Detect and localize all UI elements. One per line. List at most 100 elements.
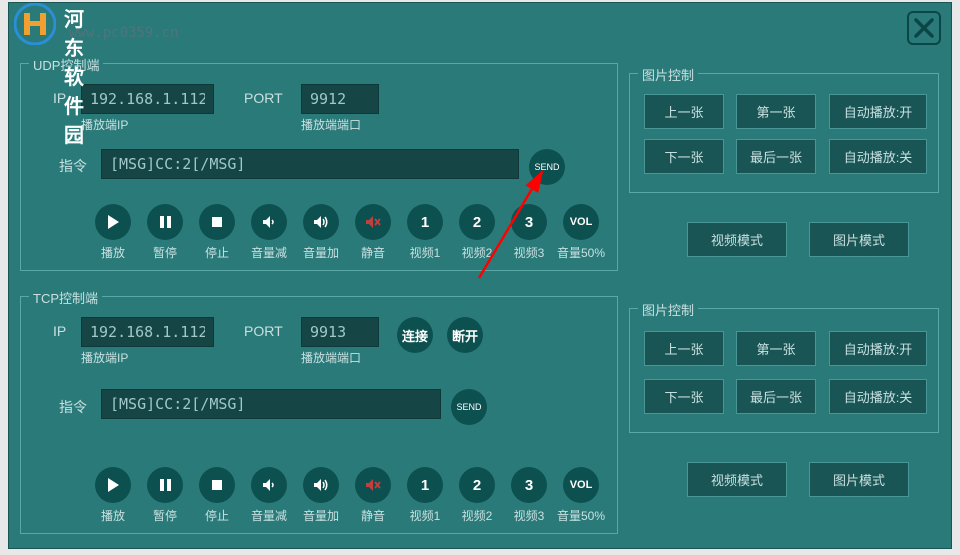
tcp-vol50-label: 音量50% [555, 507, 607, 524]
tcp-ip-input[interactable] [81, 317, 214, 347]
volume-down-icon [261, 477, 277, 493]
udp-video2-label: 视频2 [451, 244, 503, 261]
tcp-volup-button[interactable] [303, 467, 339, 503]
tcp-send-button[interactable]: SEND [451, 389, 487, 425]
tcp-stop-button[interactable] [199, 467, 235, 503]
mute-icon [365, 214, 381, 230]
tcp-volup-label: 音量加 [295, 507, 347, 524]
udp-video3-button[interactable]: 3 [511, 204, 547, 240]
tcp-first-image-button[interactable]: 第一张 [736, 331, 816, 366]
tcp-last-image-button[interactable]: 最后一张 [736, 379, 816, 414]
tcp-pause-button[interactable] [147, 467, 183, 503]
logo-icon [14, 3, 56, 45]
udp-mute-button[interactable] [355, 204, 391, 240]
tcp-next-image-button[interactable]: 下一张 [644, 379, 724, 414]
udp-port-label: PORT [244, 90, 283, 106]
udp-video-mode-button[interactable]: 视频模式 [687, 222, 787, 257]
udp-cmd-input[interactable] [101, 149, 519, 179]
tcp-cmd-input[interactable] [101, 389, 441, 419]
udp-pause-label: 暂停 [139, 244, 191, 261]
tcp-disconnect-button[interactable]: 断开 [447, 317, 483, 353]
udp-voldown-button[interactable] [251, 204, 287, 240]
tcp-panel: TCP控制端 IP 播放端IP PORT 播放端端口 连接 断开 指令 SEND… [20, 296, 618, 534]
udp-pause-button[interactable] [147, 204, 183, 240]
tcp-port-hint: 播放端端口 [301, 349, 361, 366]
tcp-ip-label: IP [53, 323, 66, 339]
tcp-title: TCP控制端 [29, 288, 102, 307]
pause-icon [157, 214, 173, 230]
udp-autoplay-off-button[interactable]: 自动播放:关 [829, 139, 927, 174]
udp-image-control-panel: 图片控制 上一张 第一张 自动播放:开 下一张 最后一张 自动播放:关 [629, 73, 939, 193]
volume-down-icon [261, 214, 277, 230]
udp-panel: UDP控制端 IP 播放端IP PORT 播放端端口 指令 SEND 播放 暂停… [20, 63, 618, 271]
udp-play-button[interactable] [95, 204, 131, 240]
tcp-image-control-panel: 图片控制 上一张 第一张 自动播放:开 下一张 最后一张 自动播放:关 [629, 308, 939, 433]
volume-up-icon [313, 214, 329, 230]
tcp-mute-button[interactable] [355, 467, 391, 503]
udp-first-image-button[interactable]: 第一张 [736, 94, 816, 129]
tcp-ip-hint: 播放端IP [81, 349, 128, 366]
udp-volup-button[interactable] [303, 204, 339, 240]
play-icon [105, 477, 121, 493]
tcp-video2-button[interactable]: 2 [459, 467, 495, 503]
udp-stop-button[interactable] [199, 204, 235, 240]
stop-icon [209, 214, 225, 230]
udp-stop-label: 停止 [191, 244, 243, 261]
tcp-play-button[interactable] [95, 467, 131, 503]
udp-vol50-button[interactable]: VOL [563, 204, 599, 240]
tcp-voldown-label: 音量减 [243, 507, 295, 524]
tcp-video3-label: 视频3 [503, 507, 555, 524]
app-window: 河东软件园 www.pc0359.cn UDP控制端 IP 播放端IP PORT… [8, 2, 952, 549]
tcp-video2-label: 视频2 [451, 507, 503, 524]
tcp-mute-label: 静音 [347, 507, 399, 524]
tcp-port-label: PORT [244, 323, 283, 339]
udp-mute-label: 静音 [347, 244, 399, 261]
udp-ip-hint: 播放端IP [81, 116, 128, 133]
tcp-vol50-button[interactable]: VOL [563, 467, 599, 503]
tcp-stop-label: 停止 [191, 507, 243, 524]
udp-vol50-label: 音量50% [555, 244, 607, 261]
tcp-cmd-label: 指令 [59, 397, 87, 417]
tcp-video1-label: 视频1 [399, 507, 451, 524]
close-button[interactable] [907, 11, 941, 45]
udp-autoplay-on-button[interactable]: 自动播放:开 [829, 94, 927, 129]
tcp-imgctrl-title: 图片控制 [638, 300, 698, 319]
tcp-image-mode-button[interactable]: 图片模式 [809, 462, 909, 497]
udp-play-label: 播放 [87, 244, 139, 261]
tcp-prev-image-button[interactable]: 上一张 [644, 331, 724, 366]
tcp-play-label: 播放 [87, 507, 139, 524]
tcp-video1-button[interactable]: 1 [407, 467, 443, 503]
tcp-video3-button[interactable]: 3 [511, 467, 547, 503]
pause-icon [157, 477, 173, 493]
close-icon [913, 17, 935, 39]
udp-video2-button[interactable]: 2 [459, 204, 495, 240]
udp-next-image-button[interactable]: 下一张 [644, 139, 724, 174]
udp-volup-label: 音量加 [295, 244, 347, 261]
tcp-autoplay-off-button[interactable]: 自动播放:关 [829, 379, 927, 414]
mute-icon [365, 477, 381, 493]
tcp-autoplay-on-button[interactable]: 自动播放:开 [829, 331, 927, 366]
tcp-pause-label: 暂停 [139, 507, 191, 524]
play-icon [105, 214, 121, 230]
udp-prev-image-button[interactable]: 上一张 [644, 94, 724, 129]
udp-cmd-label: 指令 [59, 156, 87, 176]
tcp-port-input[interactable] [301, 317, 379, 347]
tcp-video-mode-button[interactable]: 视频模式 [687, 462, 787, 497]
udp-ip-label: IP [53, 90, 66, 106]
volume-up-icon [313, 477, 329, 493]
stop-icon [209, 477, 225, 493]
udp-last-image-button[interactable]: 最后一张 [736, 139, 816, 174]
udp-video1-button[interactable]: 1 [407, 204, 443, 240]
udp-title: UDP控制端 [29, 55, 103, 74]
tcp-voldown-button[interactable] [251, 467, 287, 503]
tcp-connect-button[interactable]: 连接 [397, 317, 433, 353]
udp-imgctrl-title: 图片控制 [638, 65, 698, 84]
udp-voldown-label: 音量减 [243, 244, 295, 261]
udp-ip-input[interactable] [81, 84, 214, 114]
udp-send-button[interactable]: SEND [529, 149, 565, 185]
udp-port-hint: 播放端端口 [301, 116, 361, 133]
udp-video1-label: 视频1 [399, 244, 451, 261]
udp-port-input[interactable] [301, 84, 379, 114]
udp-image-mode-button[interactable]: 图片模式 [809, 222, 909, 257]
udp-video3-label: 视频3 [503, 244, 555, 261]
